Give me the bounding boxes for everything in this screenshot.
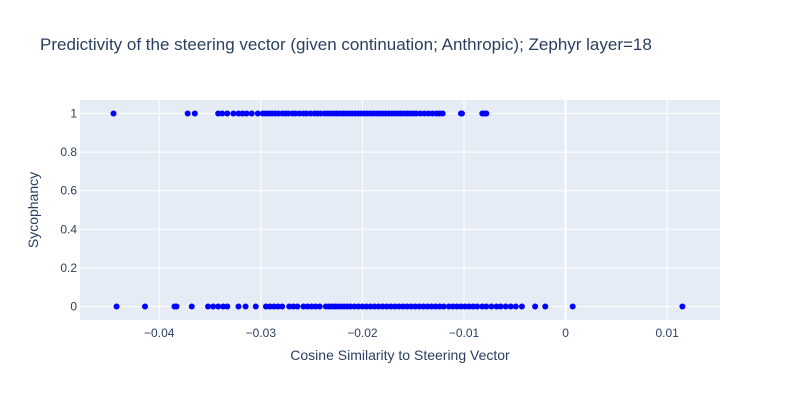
data-point bbox=[279, 303, 286, 310]
x-tick-label: 0 bbox=[562, 326, 569, 340]
y-tick-label: 0.2 bbox=[60, 261, 77, 275]
data-point bbox=[248, 110, 255, 117]
data-point bbox=[188, 303, 195, 310]
x-tick-label: −0.04 bbox=[144, 326, 175, 340]
x-tick-label: −0.02 bbox=[347, 326, 378, 340]
data-point bbox=[184, 110, 191, 117]
x-axis-ticks: −0.04 −0.03 −0.02 −0.01 0 0.01 bbox=[144, 326, 679, 340]
data-point bbox=[173, 303, 180, 310]
data-point bbox=[512, 303, 519, 310]
data-point bbox=[483, 110, 490, 117]
data-point bbox=[316, 303, 323, 310]
data-point bbox=[210, 303, 217, 310]
data-point bbox=[502, 303, 509, 310]
data-point bbox=[532, 303, 539, 310]
data-point bbox=[254, 110, 261, 117]
y-axis-title: Sycophancy bbox=[25, 172, 41, 248]
data-points bbox=[110, 110, 686, 310]
data-point bbox=[110, 110, 117, 117]
data-point bbox=[205, 303, 211, 310]
y-tick-label: 0.8 bbox=[60, 145, 77, 159]
data-point bbox=[191, 110, 198, 117]
data-point bbox=[518, 303, 525, 310]
data-point bbox=[243, 110, 250, 117]
data-point bbox=[294, 303, 301, 310]
data-point bbox=[679, 303, 686, 310]
x-tick-label: −0.01 bbox=[449, 326, 480, 340]
x-tick-label: 0.01 bbox=[655, 326, 679, 340]
data-point bbox=[224, 303, 231, 310]
data-point bbox=[488, 303, 495, 310]
chart-title: Predictivity of the steering vector (giv… bbox=[40, 35, 652, 54]
data-point bbox=[242, 303, 249, 310]
data-point bbox=[483, 303, 490, 310]
data-point bbox=[569, 303, 576, 310]
gridlines bbox=[80, 100, 720, 320]
y-tick-label: 0.4 bbox=[60, 222, 77, 236]
data-point bbox=[439, 110, 446, 117]
y-tick-label: 1 bbox=[70, 107, 77, 121]
plot-area bbox=[80, 100, 720, 320]
x-axis-title: Cosine Similarity to Steering Vector bbox=[290, 347, 510, 363]
data-point bbox=[235, 303, 242, 310]
data-point bbox=[474, 303, 481, 310]
data-point bbox=[142, 303, 149, 310]
data-point bbox=[440, 303, 447, 310]
data-point bbox=[230, 110, 237, 117]
y-tick-label: 0.6 bbox=[60, 184, 77, 198]
data-point bbox=[215, 303, 222, 310]
data-point bbox=[458, 110, 465, 117]
data-point bbox=[497, 303, 504, 310]
x-tick-label: −0.03 bbox=[246, 326, 277, 340]
data-point bbox=[224, 110, 231, 117]
data-point bbox=[113, 303, 120, 310]
data-point bbox=[507, 303, 514, 310]
data-point bbox=[219, 110, 226, 117]
data-point bbox=[542, 303, 549, 310]
data-point bbox=[252, 303, 259, 310]
y-tick-label: 0 bbox=[70, 299, 77, 313]
y-axis-ticks: 0 0.2 0.4 0.6 0.8 1 bbox=[60, 107, 77, 314]
